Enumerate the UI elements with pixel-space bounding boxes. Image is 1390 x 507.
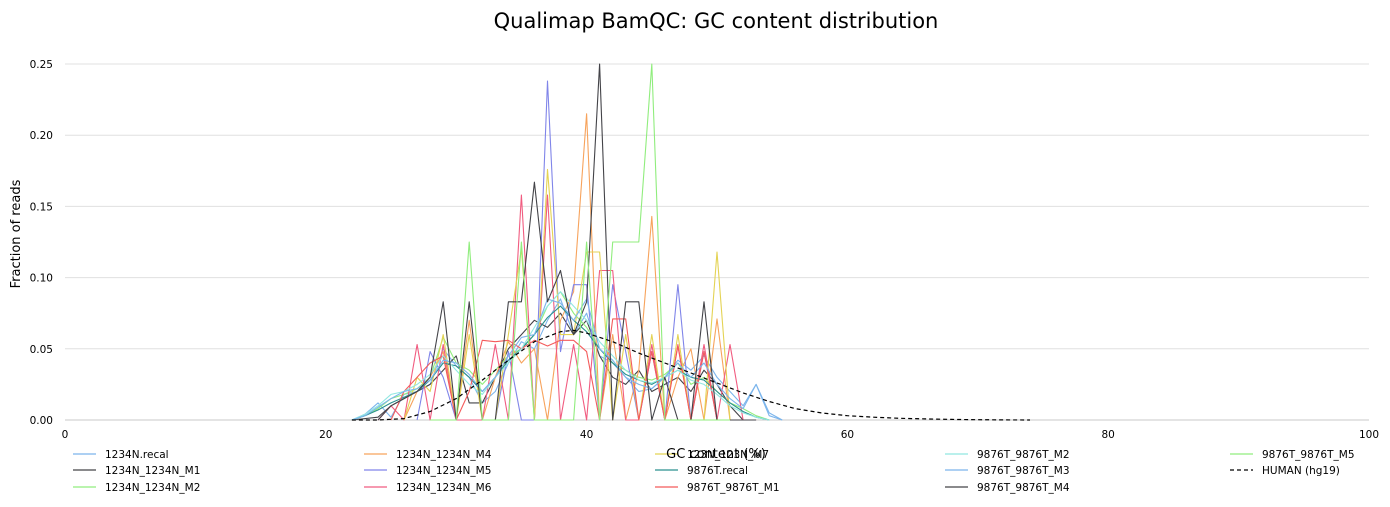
x-tick-label: 40	[580, 429, 593, 441]
legend-item[interactable]: 1234N_1234N_M2	[73, 482, 200, 494]
y-tick-label: 0.00	[30, 415, 53, 427]
chart-title: Qualimap BamQC: GC content distribution	[494, 9, 939, 33]
legend-item[interactable]: 9876T_9876T_M2	[945, 449, 1070, 461]
series-line-8	[390, 318, 744, 421]
series-line-9	[351, 291, 770, 421]
y-tick-label: 0.05	[30, 344, 53, 356]
legend-label: 9876T.recal	[687, 465, 748, 477]
y-tick-label: 0.15	[30, 201, 53, 213]
series-line-13	[351, 329, 1031, 421]
legend-item[interactable]: 123N_123N_M7	[655, 449, 769, 461]
legend-item[interactable]: 1234N_1234N_M4	[364, 449, 492, 461]
series-line-6	[403, 168, 744, 421]
legend-item[interactable]: 9876T_9876T_M1	[655, 482, 780, 494]
legend-item[interactable]: 1234N.recal	[73, 449, 169, 461]
legend: 1234N.recal 1234N_1234N_M1 1234N_1234N_M2 1…	[73, 449, 1355, 494]
x-tick-label: 80	[1102, 429, 1115, 441]
legend-item[interactable]: 1234N_1234N_M6	[364, 482, 492, 494]
y-tick-label: 0.10	[30, 273, 53, 285]
x-tick-label: 0	[62, 429, 69, 441]
legend-label: 9876T_9876T_M3	[977, 465, 1070, 477]
legend-label: 1234N_1234N_M4	[396, 449, 492, 461]
y-tick-label: 0.25	[30, 59, 53, 71]
legend-item[interactable]: 1234N_1234N_M5	[364, 465, 491, 477]
x-axis-label: GC content (%)	[666, 447, 766, 462]
legend-label: 1234N.recal	[105, 449, 169, 461]
series-line-12	[430, 63, 730, 421]
legend-label: 9876T_9876T_M5	[1262, 449, 1355, 461]
legend-item[interactable]: 9876T.recal	[655, 465, 748, 477]
y-axis-ticks: 0.00 0.05 0.10 0.15 0.20 0.25	[30, 59, 53, 427]
legend-label: 1234N_1234N_M6	[396, 482, 492, 494]
legend-label: HUMAN (hg19)	[1262, 465, 1340, 477]
x-tick-label: 100	[1359, 429, 1379, 441]
x-axis-ticks: 0 20 40 60 80 100	[62, 429, 1379, 441]
series-line-7	[351, 305, 770, 421]
series-line-3	[403, 113, 744, 421]
grid	[65, 63, 1369, 421]
legend-label: 9876T_9876T_M4	[977, 482, 1070, 494]
series-line-5	[377, 194, 757, 421]
legend-label: 123N_123N_M7	[687, 449, 769, 461]
legend-item[interactable]: 9876T_9876T_M4	[945, 482, 1070, 494]
x-tick-label: 20	[319, 429, 332, 441]
legend-label: 1234N_1234N_M2	[105, 482, 200, 494]
x-tick-label: 60	[841, 429, 854, 441]
legend-item[interactable]: 1234N_1234N_M1	[73, 465, 200, 477]
series-line-1	[351, 312, 744, 421]
legend-label: 1234N_1234N_M5	[396, 465, 491, 477]
legend-item[interactable]: 9876T_9876T_M3	[945, 465, 1070, 477]
y-tick-label: 0.20	[30, 130, 53, 142]
legend-label: 9876T_9876T_M1	[687, 482, 780, 494]
legend-label: 1234N_1234N_M1	[105, 465, 200, 477]
series-line-11	[377, 63, 757, 421]
legend-item[interactable]: HUMAN (hg19)	[1230, 465, 1340, 477]
legend-item[interactable]: 9876T_9876T_M5	[1230, 449, 1355, 461]
legend-label: 9876T_9876T_M2	[977, 449, 1070, 461]
y-axis-label: Fraction of reads	[9, 179, 24, 288]
series-lines	[351, 63, 1031, 421]
